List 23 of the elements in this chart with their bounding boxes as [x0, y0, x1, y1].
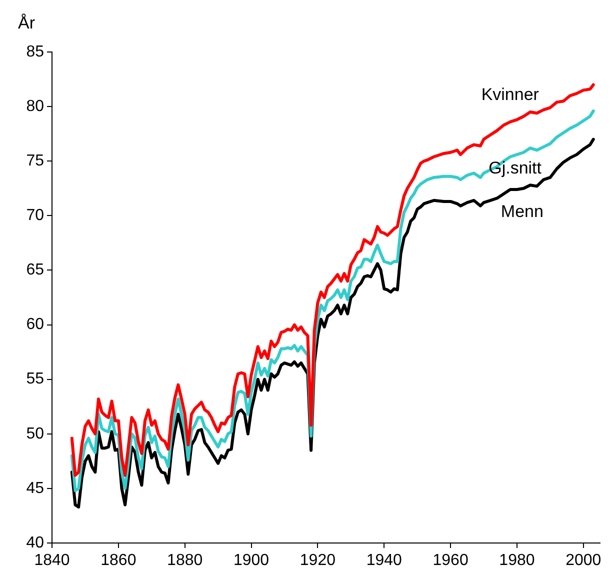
y-axis-title: År — [18, 14, 36, 33]
x-tick-label: 1880 — [167, 552, 203, 570]
y-tick-label: 50 — [26, 425, 44, 442]
y-tick-label: 45 — [26, 480, 44, 497]
y-tick-label: 70 — [26, 207, 44, 224]
x-tick-label: 1920 — [300, 552, 336, 570]
y-tick-label: 40 — [26, 534, 44, 552]
series-label: Menn — [500, 202, 544, 221]
series-label: Gj.snitt — [488, 158, 542, 178]
x-tick-label: 1860 — [100, 552, 136, 570]
x-tick-label: 1940 — [366, 552, 402, 570]
y-tick-label: 85 — [26, 43, 44, 60]
y-tick-label: 55 — [26, 370, 44, 388]
y-tick-label: 60 — [26, 316, 44, 334]
x-tick-label: 1960 — [432, 552, 468, 570]
x-tick-label: 2000 — [566, 552, 602, 570]
x-tick-label: 1980 — [499, 552, 535, 570]
y-tick-label: 75 — [26, 152, 44, 170]
series-label: Kvinner — [481, 84, 540, 104]
y-tick-label: 65 — [26, 262, 44, 279]
x-tick-label: 1900 — [233, 552, 270, 570]
x-tick-label: 1840 — [34, 552, 70, 570]
y-tick-label: 80 — [26, 98, 44, 115]
